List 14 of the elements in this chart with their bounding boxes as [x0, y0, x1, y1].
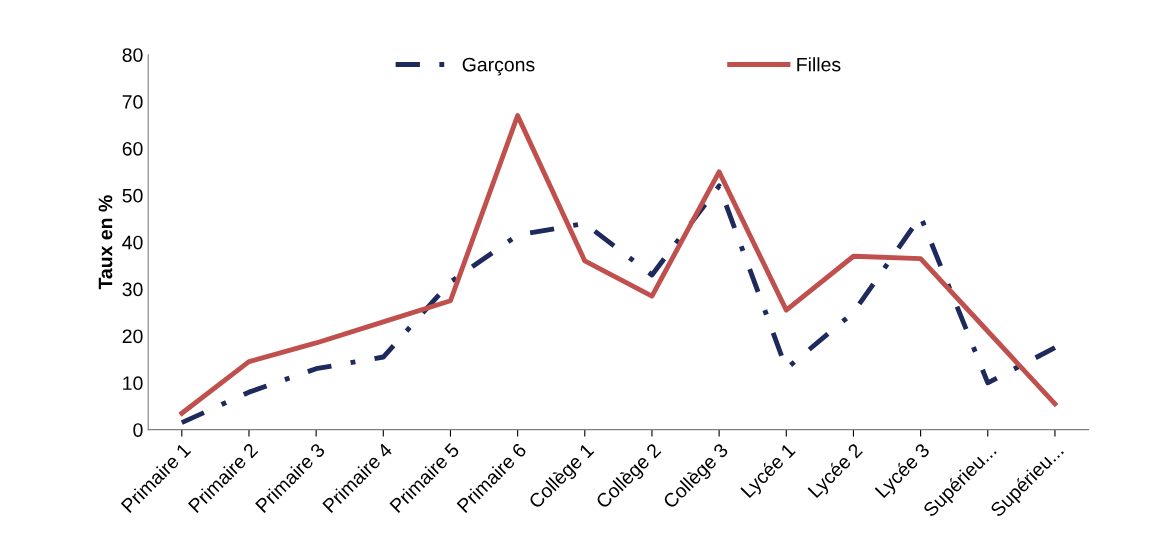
y-axis-title: Taux en % — [98, 195, 113, 290]
y-tick-label: 80 — [122, 48, 143, 62]
y-tick-label: 40 — [122, 235, 143, 250]
y-tick-label: 30 — [122, 282, 143, 297]
y-tick-label: 0 — [133, 423, 143, 437]
y-tick-label: 70 — [122, 95, 143, 109]
legend-label: Garçons — [462, 57, 535, 76]
line-series — [179, 113, 1058, 416]
legend-label: Filles — [797, 57, 841, 72]
line-series — [179, 183, 1058, 426]
y-tick-label: 50 — [122, 188, 143, 203]
y-tick-label: 20 — [122, 329, 143, 344]
y-tick-label: 60 — [122, 141, 143, 156]
y-tick-label: 10 — [123, 376, 143, 391]
